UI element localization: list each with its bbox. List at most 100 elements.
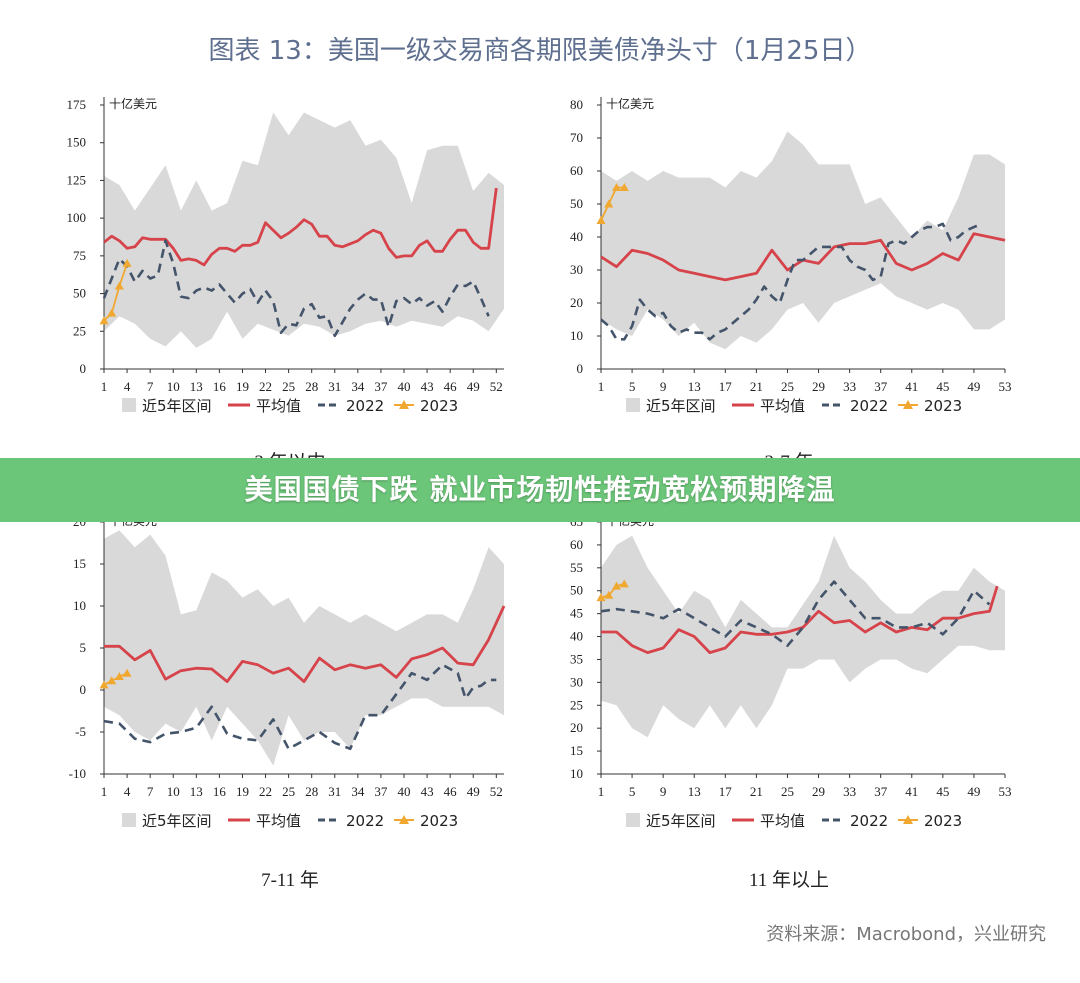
y-tick-label: 70 (570, 130, 583, 145)
x-tick-label: 28 (305, 379, 318, 394)
y-tick-label: 40 (570, 229, 583, 244)
x-tick-label: 43 (421, 379, 434, 394)
y-tick-label: 15 (570, 743, 583, 758)
y-tick-label: 0 (80, 682, 87, 697)
x-tick-label: 5 (629, 784, 636, 799)
x-tick-label: 9 (660, 379, 667, 394)
series-2023-marker (612, 581, 622, 590)
x-tick-label: 37 (874, 379, 888, 394)
legend-label-average: 平均值 (760, 812, 805, 830)
headline-banner: 美国国债下跌 就业市场韧性推动宽松预期降温 (0, 458, 1080, 522)
legend-swatch-2023-marker (903, 815, 913, 824)
legend: 近5年区间 平均值 2022 2023 (626, 397, 962, 415)
x-tick-label: 25 (781, 379, 794, 394)
x-tick-label: 13 (190, 379, 203, 394)
chart-panel-2: 0 10 20 30 40 50 60 70 80 1 5 9 13 17 21 25 29 33 37 41 45 49… (570, 96, 1012, 473)
legend-label-2022: 2022 (850, 397, 888, 415)
x-tick-label: 40 (398, 784, 411, 799)
x-tick-label: 13 (190, 784, 203, 799)
legend-swatch-2023-marker (399, 815, 409, 824)
legend-label-average: 平均值 (256, 812, 301, 830)
chart-panel-4: 1015202530354045505560651591317212529333… (570, 513, 1012, 891)
legend: 近5年区间 平均值 2022 2023 (122, 812, 458, 830)
x-tick-label: 37 (374, 379, 388, 394)
series-average-line (601, 585, 999, 654)
y-tick-label: 30 (570, 262, 583, 277)
x-tick-label: 37 (874, 784, 888, 799)
y-tick-label: -10 (69, 766, 86, 781)
legend-label-band: 近5年区间 (142, 812, 212, 830)
series-2023-marker (122, 258, 132, 267)
legend-swatch-band (626, 813, 640, 827)
x-tick-label: 40 (398, 379, 411, 394)
y-tick-label: 45 (570, 606, 583, 621)
y-tick-label: 100 (67, 210, 87, 225)
series-2023-marker (604, 199, 614, 208)
x-tick-label: 43 (421, 784, 434, 799)
range-band (601, 535, 1005, 738)
y-tick-label: 0 (577, 361, 584, 376)
legend-label-2022: 2022 (850, 812, 888, 830)
series-2023-marker (604, 590, 614, 599)
x-tick-label: 37 (374, 784, 388, 799)
legend-label-2023: 2023 (924, 397, 962, 415)
range-band (601, 131, 1005, 350)
series-2022-line (102, 239, 490, 338)
main-title: 图表 13：美国一级交易商各期限美债净头寸（1月25日） (208, 36, 872, 66)
legend-swatch-band (122, 813, 136, 827)
legend-swatch-band (626, 398, 640, 412)
legend-label-average: 平均值 (760, 397, 805, 415)
legend-swatch-2023-marker (903, 400, 913, 409)
x-tick-label: 53 (999, 379, 1012, 394)
series-2023-line (103, 263, 128, 322)
legend-label-band: 近5年区间 (142, 397, 212, 415)
x-tick-label: 25 (282, 784, 295, 799)
x-tick-label: 16 (213, 379, 227, 394)
x-tick-label: 49 (967, 784, 980, 799)
series-2023-marker (99, 316, 109, 325)
y-tick-label: 50 (73, 286, 86, 301)
legend: 近5年区间 平均值 2022 2023 (122, 397, 458, 415)
series-2023-marker (107, 308, 117, 317)
legend-label-2022: 2022 (346, 397, 384, 415)
series-average-line (103, 187, 498, 267)
legend-label-2023: 2023 (924, 812, 962, 830)
x-tick-label: 34 (351, 379, 365, 394)
x-tick-label: 46 (444, 379, 458, 394)
y-tick-label: 35 (570, 651, 583, 666)
chart-caption: 11 年以上 (749, 869, 829, 891)
y-tick-label: 40 (570, 629, 583, 644)
x-tick-label: 9 (660, 784, 667, 799)
y-tick-label: 75 (73, 248, 86, 263)
x-tick-label: 25 (282, 379, 295, 394)
y-tick-label: 30 (570, 674, 583, 689)
series-2023-marker (619, 579, 629, 588)
unit-label: 十亿美元 (109, 96, 157, 111)
legend-label-average: 平均值 (256, 397, 301, 415)
x-tick-label: 29 (812, 379, 825, 394)
source-note: 资料来源：Macrobond，兴业研究 (766, 924, 1046, 945)
y-tick-label: 25 (73, 323, 86, 338)
series-2023-marker (99, 680, 109, 689)
y-tick-label: 10 (570, 766, 583, 781)
x-tick-label: 1 (598, 784, 605, 799)
x-tick-label: 22 (259, 784, 272, 799)
unit-label: 十亿美元 (606, 96, 654, 111)
x-tick-label: 52 (490, 379, 503, 394)
x-tick-label: 31 (328, 379, 341, 394)
series-2022-line (600, 222, 983, 341)
x-tick-label: 19 (236, 784, 249, 799)
x-tick-label: 10 (167, 379, 180, 394)
x-tick-label: 28 (305, 784, 318, 799)
series-2023-marker (114, 281, 124, 290)
chart-panel-3: -10-505101520147101316192225283134374043… (69, 513, 506, 891)
y-tick-label: 80 (570, 97, 583, 112)
x-tick-label: 22 (259, 379, 272, 394)
y-tick-label: 150 (67, 135, 87, 150)
x-tick-label: 41 (905, 784, 918, 799)
y-tick-label: 20 (570, 720, 583, 735)
x-tick-label: 31 (328, 784, 341, 799)
y-tick-label: 10 (73, 598, 86, 613)
x-tick-label: 53 (999, 784, 1012, 799)
